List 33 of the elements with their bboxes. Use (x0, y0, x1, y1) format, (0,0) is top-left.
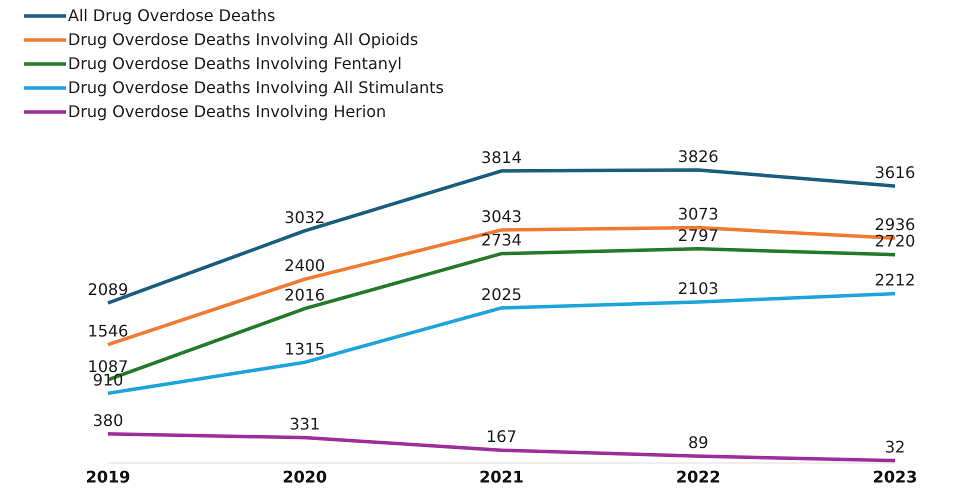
legend-label: Drug Overdose Deaths Involving Fentanyl (68, 53, 402, 75)
legend-label: Drug Overdose Deaths Involving All Stimulants (68, 77, 444, 99)
data-label: 3616 (874, 163, 916, 182)
data-label: 2025 (481, 284, 522, 304)
data-label: 167 (486, 427, 517, 446)
data-label: 2936 (874, 215, 916, 234)
data-label: 1546 (88, 322, 128, 341)
data-label: 2089 (88, 280, 128, 300)
data-label: 3826 (678, 147, 719, 166)
x-tick-label: 2021 (479, 467, 524, 486)
x-tick-label: 2023 (872, 467, 918, 486)
data-label: 331 (289, 414, 320, 434)
x-tick-label: 2020 (282, 467, 328, 486)
data-label: 2400 (284, 256, 326, 276)
data-label: 89 (688, 433, 708, 452)
legend-label: Drug Overdose Deaths Involving Herion (68, 101, 386, 123)
data-label: 1315 (284, 339, 326, 358)
x-tick-label: 2019 (86, 467, 130, 486)
data-label: 32 (884, 438, 906, 457)
data-label: 3073 (678, 204, 719, 224)
data-label: 3814 (481, 148, 522, 167)
legend-label: All Drug Overdose Deaths (68, 5, 276, 27)
data-label: 2016 (284, 286, 326, 305)
data-label: 2734 (481, 230, 522, 250)
data-label: 3032 (284, 208, 326, 227)
data-label: 2212 (874, 270, 916, 290)
data-label: 380 (92, 410, 124, 430)
data-label: 2720 (874, 232, 916, 251)
x-tick-label: 2022 (676, 467, 721, 486)
data-label: 3043 (481, 206, 522, 226)
legend-label: Drug Overdose Deaths Involving All Opioids (68, 29, 418, 51)
data-label: 2103 (678, 278, 719, 298)
data-label: 2797 (678, 226, 719, 245)
